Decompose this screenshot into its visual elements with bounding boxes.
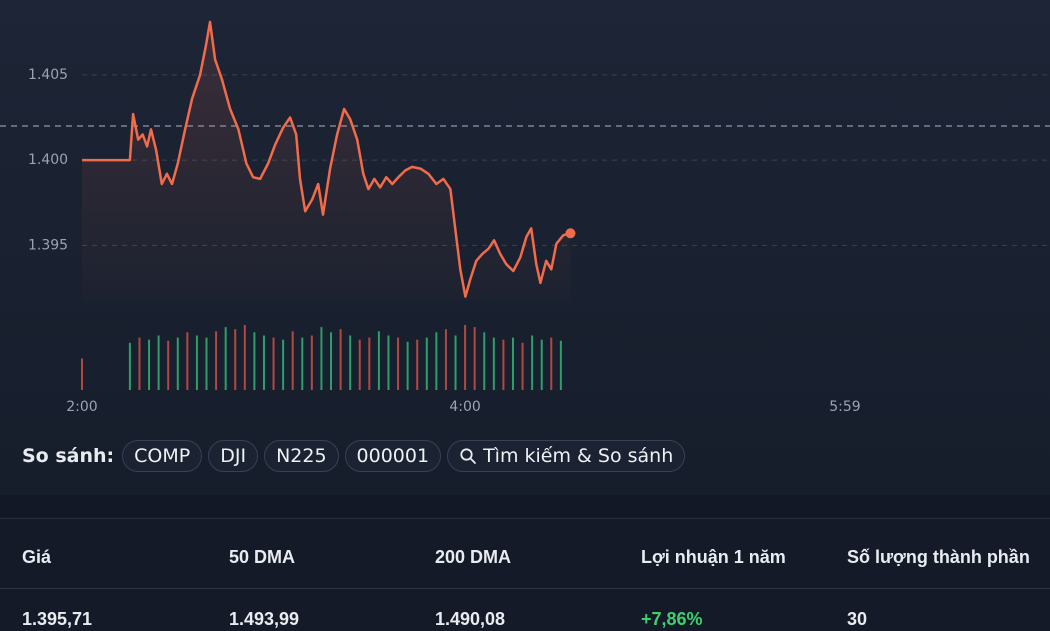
stat-header: 50 DMA: [229, 547, 296, 567]
volume-bar: [282, 339, 285, 390]
volume-bar: [205, 337, 208, 390]
volume-bar: [540, 339, 543, 390]
volume-bar: [387, 335, 390, 390]
volume-bar: [559, 340, 562, 390]
search-icon: [460, 448, 476, 464]
y-tick-label: 1.400: [28, 152, 68, 168]
stat-value: 1.395,71: [22, 609, 93, 629]
volume-bar: [81, 358, 83, 390]
x-tick-label: 4:00: [449, 399, 480, 415]
chart: 1.395 1.400 1.405 2:00 4:00 5:59: [0, 20, 1050, 415]
volume-bar: [272, 337, 275, 390]
stat-header: Số lượng thành phần: [847, 547, 1030, 567]
stat-header: Giá: [22, 547, 52, 567]
volume-bar: [492, 337, 495, 390]
volume-bar: [138, 337, 141, 390]
compare-bar: So sánh: COMP DJI N225 000001 Tìm kiếm & So …: [22, 440, 686, 472]
divider-band: [0, 495, 1050, 518]
volume-bar: [330, 332, 333, 390]
search-compare-button[interactable]: Tìm kiếm & So sánh: [447, 440, 686, 472]
volume-bar: [320, 327, 323, 390]
volume-bar: [176, 337, 179, 390]
stat-value: 1.493,99: [229, 609, 300, 629]
volume-bar: [511, 337, 514, 390]
compare-label: So sánh:: [22, 445, 115, 467]
compare-chip[interactable]: N225: [264, 440, 339, 472]
chart-panel: 1.395 1.400 1.405 2:00 4:00 5:59: [0, 0, 1050, 495]
volume-bar: [397, 337, 400, 390]
volume-bar: [262, 335, 265, 390]
volume-bar: [406, 341, 409, 390]
volume-bar: [368, 337, 371, 390]
volume-bar: [531, 335, 534, 390]
volume-bar: [224, 327, 227, 390]
volume-bar: [167, 340, 170, 390]
volume-bar: [502, 339, 505, 390]
price-line: [82, 20, 571, 298]
volume-bar: [425, 337, 428, 390]
volume-bar: [349, 335, 352, 390]
stat-header: 200 DMA: [435, 547, 512, 567]
last-price-dot: [565, 228, 576, 239]
volume-bar: [339, 329, 342, 390]
volume-bar: [550, 337, 553, 390]
volume-bar: [186, 332, 189, 390]
y-tick-label: 1.395: [28, 237, 68, 253]
x-tick-label: 5:59: [829, 399, 860, 415]
volume-bar: [234, 329, 237, 390]
volume-bar: [291, 331, 294, 390]
compare-chip[interactable]: DJI: [208, 440, 259, 472]
x-tick-label: 2:00: [66, 399, 97, 415]
volume-bar: [473, 327, 476, 390]
volume-bar: [454, 335, 457, 390]
volume-bar: [157, 335, 160, 390]
stats-table: Giá 50 DMA 200 DMA Lợi nhuận 1 năm Số lượng …: [0, 518, 1050, 631]
volume-bar: [128, 342, 131, 390]
volume-bar: [444, 329, 447, 390]
volume-bar: [301, 337, 304, 390]
row-separator: [0, 588, 1050, 589]
volume-bar: [521, 342, 524, 390]
stat-value: 1.490,08: [435, 609, 506, 629]
volume-bar: [377, 331, 380, 390]
volume-bar: [148, 339, 151, 390]
volume-bar: [464, 325, 467, 390]
stat-value: 30: [847, 609, 868, 629]
volume-bar: [195, 335, 198, 390]
volume-bar: [243, 325, 246, 390]
compare-chip[interactable]: COMP: [122, 440, 203, 472]
volume-bar: [483, 332, 486, 390]
compare-chip[interactable]: 000001: [344, 440, 442, 472]
volume-bar: [358, 339, 361, 390]
volume-bar: [253, 332, 256, 390]
stat-value: +7,86%: [641, 609, 703, 629]
volume-bar: [416, 339, 419, 390]
stat-header: Lợi nhuận 1 năm: [641, 547, 786, 567]
search-compare-label: Tìm kiếm & So sánh: [483, 445, 674, 467]
volume-bar: [310, 335, 313, 390]
volume-bar: [435, 332, 438, 390]
y-tick-label: 1.405: [28, 67, 68, 83]
volume-bar: [215, 331, 218, 390]
price-area: [82, 21, 571, 301]
